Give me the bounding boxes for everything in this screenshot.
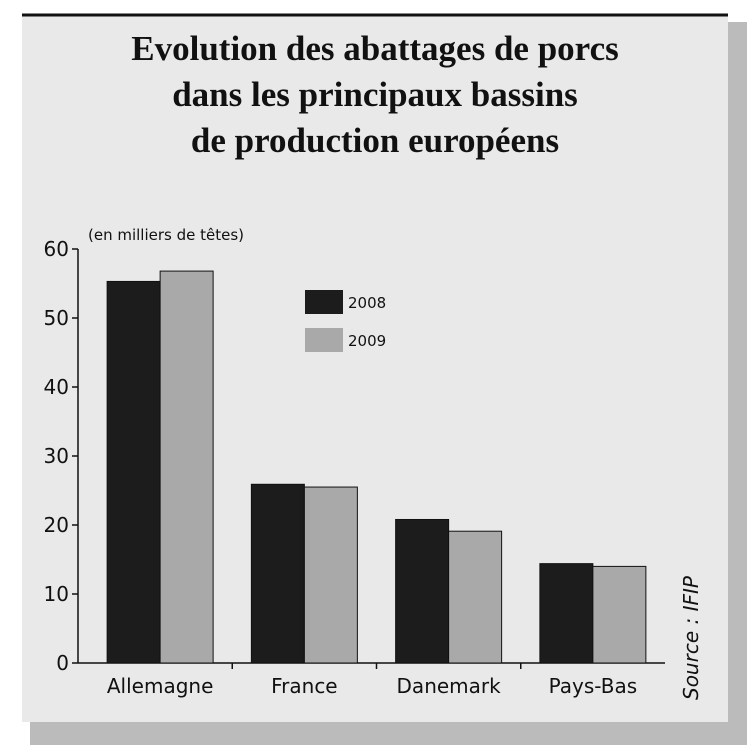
y-tick-label: 50 (44, 306, 69, 330)
x-tick-label: Pays-Bas (549, 674, 638, 698)
x-tick-label: France (271, 674, 338, 698)
bar (250, 483, 305, 664)
source: Source : IFIP (679, 575, 703, 700)
bar (303, 486, 358, 664)
y-tick-label: 0 (56, 651, 69, 675)
bar (159, 270, 214, 664)
chart-title: Evolution des abattages de porcs (131, 29, 618, 68)
chart-title: de production européens (191, 121, 559, 160)
bar (448, 530, 503, 664)
bar (539, 563, 594, 664)
bar (106, 280, 161, 664)
legend-swatch (305, 328, 343, 352)
legend-swatch (305, 290, 343, 314)
x-tick-label: Danemark (397, 674, 502, 698)
y-tick-label: 60 (44, 237, 69, 261)
bar (592, 565, 647, 664)
y-tick-label: 20 (44, 513, 69, 537)
y-tick-label: 40 (44, 375, 69, 399)
x-tick-label: Allemagne (107, 674, 214, 698)
y-tick-label: 10 (44, 582, 69, 606)
y-tick-label: 30 (44, 444, 69, 468)
legend-label: 2008 (348, 294, 386, 312)
legend-label: 2009 (348, 332, 386, 350)
y-axis-label: (en milliers de têtes) (88, 226, 244, 244)
chart-title: dans les principaux bassins (172, 75, 578, 114)
bar (395, 518, 450, 664)
